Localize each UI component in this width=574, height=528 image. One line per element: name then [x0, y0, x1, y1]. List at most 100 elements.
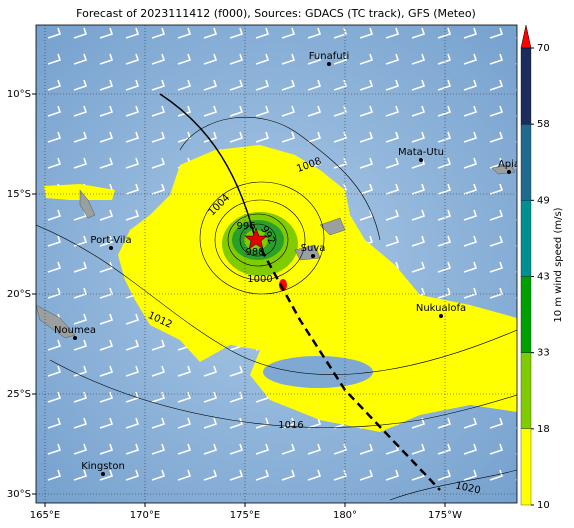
- wind-barb: [99, 131, 114, 143]
- wind-barb: [307, 469, 322, 481]
- wind-barb: [489, 53, 504, 65]
- wind-barb: [151, 469, 166, 481]
- colorbar-segment: [520, 124, 532, 201]
- wind-barb: [73, 287, 88, 299]
- wind-barb: [255, 131, 270, 143]
- wind-barb: [489, 79, 504, 91]
- wind-barb: [307, 131, 322, 143]
- wind-barb: [255, 79, 270, 91]
- wind-barb: [489, 105, 504, 117]
- place-label: Funafuti: [309, 51, 350, 62]
- wind-barb: [177, 27, 192, 39]
- isobars: [36, 116, 517, 501]
- place-label: Kingston: [81, 461, 125, 472]
- wind-barb: [281, 469, 296, 481]
- x-tick-label: 175°E: [230, 510, 260, 521]
- wind-barb: [73, 469, 88, 481]
- wind-barb: [125, 157, 140, 169]
- wind-barb: [437, 53, 452, 65]
- wind-barb: [73, 157, 88, 169]
- place-label: Apia: [498, 159, 520, 170]
- wind-barb: [463, 287, 478, 299]
- wind-barb: [125, 183, 140, 195]
- wind-barb: [463, 261, 478, 273]
- wind-barb: [73, 235, 88, 247]
- wind-barb: [203, 105, 218, 117]
- wind-barb: [385, 209, 400, 221]
- wind-barb: [125, 209, 140, 221]
- x-tick-label: 175°W: [428, 510, 462, 521]
- wind-barb: [47, 131, 62, 143]
- wind-barb: [281, 27, 296, 39]
- colorbar-extend: [520, 24, 532, 49]
- wind-barb: [359, 183, 374, 195]
- colorbar-label: 10 m wind speed (m/s): [553, 207, 564, 322]
- wind-barb: [281, 79, 296, 91]
- wind-barb: [255, 417, 270, 429]
- calm-area: [263, 356, 373, 388]
- wind-barb: [73, 131, 88, 143]
- wind-barb: [385, 131, 400, 143]
- wind-barb: [307, 105, 322, 117]
- wind-barb: [437, 235, 452, 247]
- wind-barb: [333, 443, 348, 455]
- wind-barb: [463, 443, 478, 455]
- colorbar-segment: [520, 276, 532, 353]
- wind-barb: [99, 391, 114, 403]
- wind-barb: [99, 261, 114, 273]
- graticule: [36, 25, 517, 503]
- wind-barb: [255, 105, 270, 117]
- wind-barb: [385, 79, 400, 91]
- wind-barb: [125, 27, 140, 39]
- wind-barb: [73, 339, 88, 351]
- map-frame: [35, 24, 518, 504]
- wind-barb: [99, 105, 114, 117]
- wind-barb: [203, 443, 218, 455]
- wind-barb: [47, 209, 62, 221]
- colorbar-tick-label: 49: [537, 195, 550, 206]
- wind-barb: [125, 469, 140, 481]
- wind-barb: [203, 469, 218, 481]
- x-tick-label: 170°E: [130, 510, 160, 521]
- wind-barb: [177, 105, 192, 117]
- wind-barb: [281, 105, 296, 117]
- y-tick-label: 10°S: [7, 89, 31, 100]
- wind-barb: [489, 469, 504, 481]
- wind-barb: [385, 157, 400, 169]
- wind-barb: [463, 27, 478, 39]
- wind-barb: [151, 183, 166, 195]
- isobar-label: 1020: [454, 480, 481, 496]
- map-title: Forecast of 2023111412 (f000), Sources: …: [76, 7, 476, 20]
- wind-barb: [307, 79, 322, 91]
- colorbar-segment: [520, 428, 532, 506]
- forecast-track: [253, 237, 441, 491]
- wind-barb: [437, 209, 452, 221]
- wind-barb: [229, 53, 244, 65]
- wind-barb: [125, 365, 140, 377]
- wind-barb: [437, 443, 452, 455]
- wind-barb: [151, 365, 166, 377]
- y-tick-label: 30°S: [7, 489, 31, 500]
- wind-barb: [125, 53, 140, 65]
- wind-barb: [99, 339, 114, 351]
- colorbar-segment: [520, 352, 532, 429]
- wind-barb: [177, 469, 192, 481]
- place-label: Port-Vila: [90, 235, 131, 246]
- wind-barb: [385, 27, 400, 39]
- wind-barb: [463, 209, 478, 221]
- wind-barb: [333, 53, 348, 65]
- wind-barb: [73, 27, 88, 39]
- wind-barb: [125, 339, 140, 351]
- colorbar-tick-label: 58: [537, 119, 550, 130]
- wind-area-yellow: [44, 184, 115, 200]
- wind-barb: [177, 79, 192, 91]
- place-label: Suva: [301, 243, 326, 254]
- wind-barb: [437, 105, 452, 117]
- x-tick-label: 165°E: [30, 510, 60, 521]
- islands: [36, 164, 516, 339]
- place-label: Mata-Utu: [398, 147, 444, 158]
- wind-barb: [203, 391, 218, 403]
- wind-barb: [47, 79, 62, 91]
- past-track: [159, 93, 256, 239]
